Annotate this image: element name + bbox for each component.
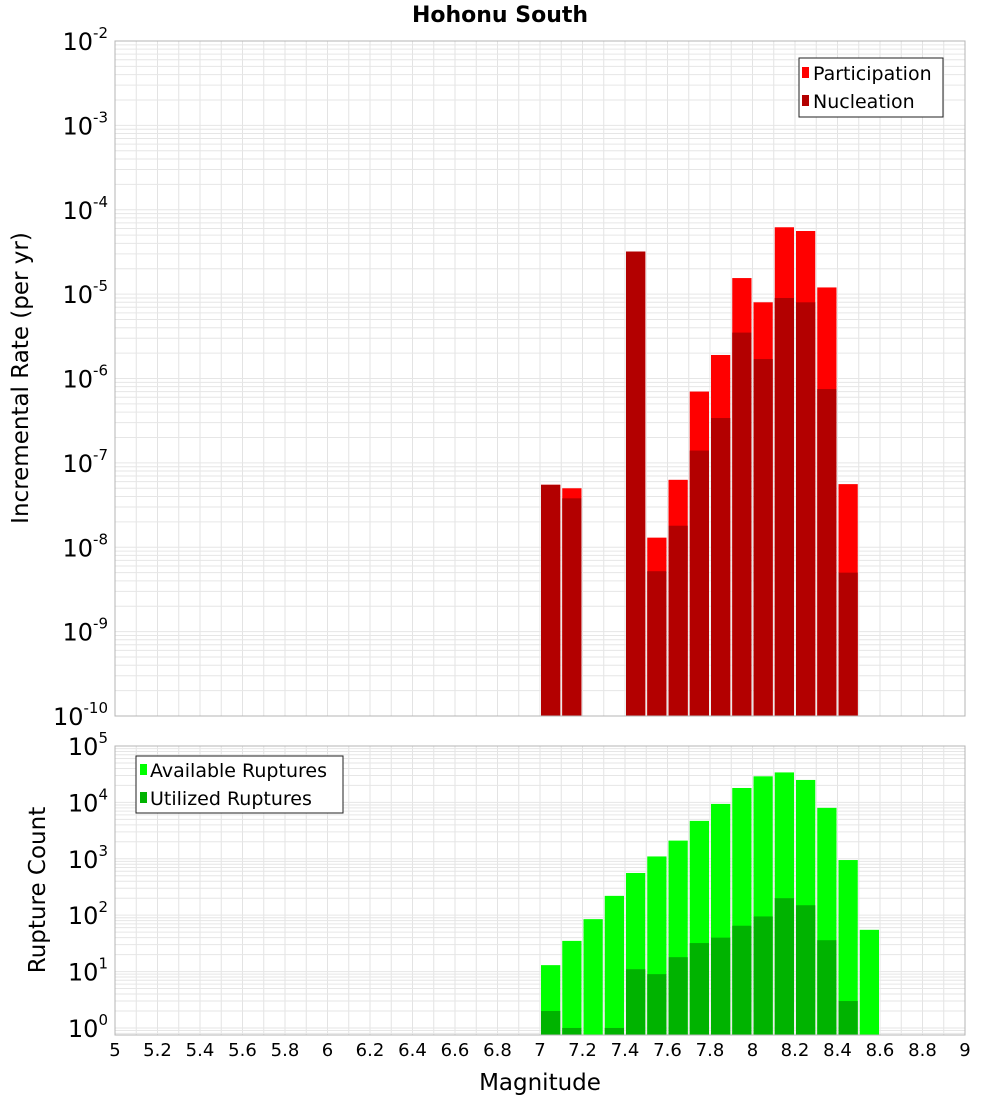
top-y-axis-title: Incremental Rate (per yr) (8, 232, 34, 524)
bottom-bar-series2 (541, 1010, 561, 1035)
top-y-tick-label: 10-9 (62, 615, 108, 647)
top-y-tick-label: 10-4 (62, 193, 108, 225)
top-legend: Participation Nucleation (798, 57, 944, 118)
top-bar-series2 (668, 525, 688, 716)
bottom-bar-series2 (668, 957, 688, 1035)
bottom-y-tick-label: 104 (68, 785, 108, 817)
top-bar-series2 (647, 571, 667, 716)
legend-label-utilized: Utilized Ruptures (150, 788, 312, 810)
x-tick-label: 7 (534, 1040, 545, 1061)
top-bar-series2 (774, 297, 794, 716)
x-tick-label: 6.2 (356, 1040, 385, 1061)
bottom-y-tick-label: 102 (68, 898, 108, 930)
x-tick-label: 6.4 (398, 1040, 427, 1061)
bottom-y-tick-label: 101 (68, 955, 108, 987)
x-axis-title: Magnitude (479, 1070, 601, 1096)
bottom-x-ticks: 5 5.2 5.4 5.6 5.8 6 6.2 6.4 6.6 6.8 7 7.2 7.4 7.6 7.8 8… (109, 1040, 970, 1061)
chart-title: Hohonu South (412, 3, 588, 28)
top-plot-border (114, 40, 966, 717)
bottom-bar-series2 (753, 916, 773, 1035)
x-tick-label: 8.4 (823, 1040, 852, 1061)
top-plot: 10-10 10-9 10-8 10-7 10-6 10-5 10-4 10-3 10-2 In… (8, 24, 966, 731)
x-tick-label: 8.6 (866, 1040, 895, 1061)
bottom-bar-series2 (562, 1027, 582, 1035)
x-tick-label: 7.6 (653, 1040, 682, 1061)
top-y-tick-label: 10-3 (62, 108, 108, 140)
x-tick-label: 7.2 (568, 1040, 597, 1061)
bottom-bar-series2 (711, 937, 731, 1035)
bottom-y-axis-title: Rupture Count (25, 807, 51, 973)
x-tick-label: 8.2 (781, 1040, 810, 1061)
top-bar-series2 (796, 302, 816, 716)
bottom-bar-series1 (604, 895, 624, 1035)
top-bar-series2 (753, 359, 773, 716)
bottom-legend-box (135, 755, 344, 814)
x-tick-label: 7.4 (611, 1040, 640, 1061)
legend-swatch-participation (802, 67, 809, 78)
bottom-bars (541, 772, 879, 1035)
bottom-bar-series1 (838, 860, 858, 1035)
bottom-bar-series2 (604, 1027, 624, 1035)
x-tick-label: 7.8 (696, 1040, 725, 1061)
x-tick-label: 5.8 (271, 1040, 300, 1061)
bottom-y-tick-label: 100 (68, 1011, 108, 1043)
x-tick-label: 5.6 (228, 1040, 257, 1061)
top-bar-series2 (732, 332, 752, 716)
bottom-bar-series1 (583, 919, 603, 1035)
legend-label-available: Available Ruptures (150, 760, 327, 782)
x-tick-label: 6.6 (441, 1040, 470, 1061)
top-bar-series2 (562, 498, 582, 716)
legend-swatch-available (140, 764, 147, 775)
x-tick-label: 9 (959, 1040, 970, 1061)
bottom-legend: Available Ruptures Utilized Ruptures (135, 755, 344, 814)
bottom-y-tick-label: 105 (68, 729, 108, 761)
top-y-tick-label: 10-7 (62, 446, 108, 478)
top-y-tick-label: 10-10 (53, 699, 108, 731)
bottom-plot: 100 101 102 103 104 105 5 5.2 5.4 5.6 5.8 6 6.2 6.4 6… (25, 729, 971, 1096)
top-bar-series2 (689, 450, 709, 716)
bottom-bar-series2 (647, 974, 667, 1035)
bottom-bar-series2 (796, 905, 816, 1035)
top-bar-series2 (817, 389, 837, 716)
top-grid (114, 40, 966, 717)
bottom-bar-series2 (689, 943, 709, 1035)
x-tick-label: 5.4 (186, 1040, 215, 1061)
top-y-ticks: 10-10 10-9 10-8 10-7 10-6 10-5 10-4 10-3 10-2 (53, 24, 108, 731)
x-tick-label: 6 (322, 1040, 333, 1061)
legend-swatch-utilized (140, 792, 147, 803)
top-legend-box (798, 57, 944, 118)
top-bar-series2 (626, 251, 646, 716)
legend-swatch-nucleation (802, 95, 809, 106)
top-y-tick-label: 10-2 (62, 24, 108, 56)
bottom-bar-series1 (562, 940, 582, 1035)
top-bars (541, 227, 858, 716)
top-bar-series2 (838, 572, 858, 716)
x-tick-label: 5.2 (143, 1040, 172, 1061)
x-tick-label: 8 (747, 1040, 758, 1061)
bottom-bar-series1 (859, 929, 879, 1035)
bottom-bar-series2 (838, 1001, 858, 1035)
x-tick-label: 5 (109, 1040, 120, 1061)
bottom-bar-series2 (626, 969, 646, 1035)
bottom-plot-border (114, 745, 966, 1036)
x-tick-label: 6.8 (483, 1040, 512, 1061)
bottom-y-tick-label: 103 (68, 842, 108, 874)
bottom-bar-series2 (732, 925, 752, 1035)
bottom-bar-series2 (774, 898, 794, 1035)
top-bar-series2 (711, 418, 731, 716)
top-y-tick-label: 10-5 (62, 277, 108, 309)
top-bar-series2 (541, 484, 561, 716)
legend-label-nucleation: Nucleation (813, 91, 915, 113)
top-y-tick-label: 10-6 (62, 362, 108, 394)
bottom-bar-series2 (817, 940, 837, 1035)
x-tick-label: 8.8 (908, 1040, 937, 1061)
bottom-y-ticks: 100 101 102 103 104 105 (68, 729, 108, 1043)
top-y-tick-label: 10-8 (62, 530, 108, 562)
legend-label-participation: Participation (813, 63, 932, 85)
